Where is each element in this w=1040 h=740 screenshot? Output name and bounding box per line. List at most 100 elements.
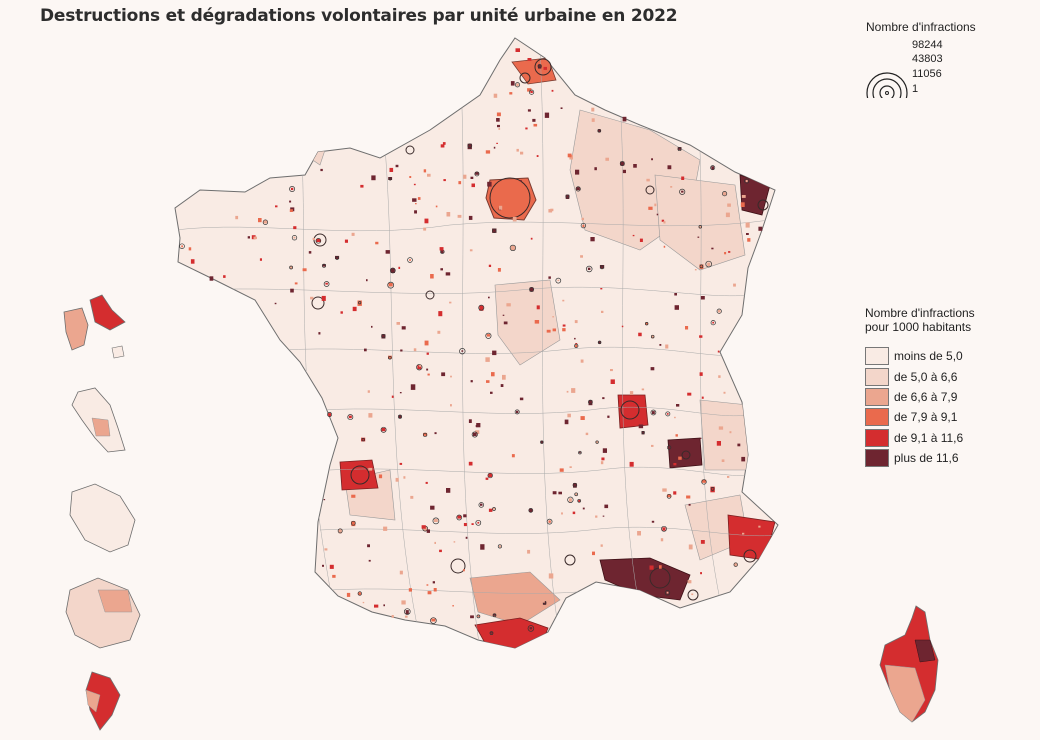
urban-unit-patch <box>445 272 451 276</box>
urban-unit-patch <box>607 415 610 418</box>
legend-label-2: de 5,0 à 6,6 <box>894 369 958 384</box>
urban-unit-patch <box>562 324 566 327</box>
urban-unit-patch <box>548 209 553 213</box>
urban-unit-patch <box>540 440 544 444</box>
urban-unit-patch <box>519 397 524 401</box>
urban-unit-patch <box>548 276 551 279</box>
urban-unit-patch <box>471 183 475 188</box>
urban-unit-patch <box>322 264 326 267</box>
infraction-circle-small <box>476 614 481 619</box>
urban-unit-patch <box>367 544 370 548</box>
infraction-circle-small <box>467 143 473 149</box>
urban-unit-patch <box>488 264 492 267</box>
infraction-circle-small <box>492 507 496 511</box>
urban-unit-patch <box>557 279 560 282</box>
legend-class-1: moins de 5,0 <box>865 346 1035 366</box>
urban-unit-patch <box>659 565 662 569</box>
urban-unit-patch <box>717 309 721 313</box>
urban-unit-patch <box>325 282 328 285</box>
urban-unit-patch <box>421 525 426 529</box>
urban-unit-patch <box>569 466 572 468</box>
legend-swatch-5 <box>865 428 889 447</box>
urban-unit-patch <box>681 176 685 180</box>
urban-unit-patch <box>582 224 585 228</box>
urban-unit-patch <box>471 523 474 525</box>
infraction-circle-small <box>404 608 411 615</box>
circle-bordeaux <box>350 465 370 485</box>
urban-unit-patch <box>699 335 703 338</box>
infraction-circle-small <box>474 171 480 177</box>
urban-unit-patch <box>434 541 436 544</box>
region-nice <box>727 514 776 561</box>
circle-grenoble <box>681 450 691 460</box>
urban-unit-patch <box>724 252 727 255</box>
urban-unit-patch <box>562 299 565 302</box>
region-grenoble <box>667 437 703 469</box>
urban-unit-patch <box>310 296 314 300</box>
france-outline <box>174 37 779 649</box>
urban-unit-patch <box>434 432 437 435</box>
region-lyon <box>617 394 649 429</box>
infraction-circle-small <box>497 544 502 549</box>
urban-unit-patch <box>546 329 551 333</box>
urban-unit-patch <box>712 321 715 324</box>
urban-unit-patch <box>396 322 400 325</box>
urban-unit-patch <box>699 372 703 376</box>
urban-unit-patch <box>688 544 693 550</box>
urban-unit-patch <box>512 216 517 222</box>
urban-unit-patch <box>566 390 569 393</box>
urban-unit-patch <box>308 251 312 254</box>
size-circle-small <box>879 85 895 98</box>
urban-unit-patch <box>637 531 641 536</box>
urban-unit-patch <box>391 615 394 618</box>
size-legend-circles <box>866 72 908 98</box>
infraction-circle-small <box>289 265 293 270</box>
urban-unit-patch <box>430 505 435 510</box>
urban-unit-patch <box>668 446 671 449</box>
urban-unit-patch <box>602 448 607 453</box>
urban-unit-patch <box>632 234 635 237</box>
urban-unit-patch <box>438 311 443 317</box>
urban-unit-patch <box>622 169 626 174</box>
urban-unit-patch <box>378 474 383 479</box>
size-label-3: 11056 <box>912 68 942 80</box>
urban-unit-patch <box>490 391 493 394</box>
urban-unit-patch <box>390 268 395 273</box>
urban-unit-patch <box>694 269 697 271</box>
urban-unit-patch <box>361 437 366 442</box>
urban-unit-patch <box>414 210 417 214</box>
urban-unit-patch <box>674 305 679 310</box>
urban-unit-patch <box>357 300 362 306</box>
urban-unit-patch <box>320 168 323 172</box>
urban-unit-patch <box>572 511 576 515</box>
urban-unit-patch <box>633 164 637 168</box>
urban-unit-patch <box>328 413 331 417</box>
urban-unit-patch <box>352 306 357 312</box>
infraction-circle-small <box>588 399 593 405</box>
urban-unit-patch <box>725 212 730 218</box>
urban-unit-patch <box>729 431 732 434</box>
urban-unit-patch <box>597 129 601 133</box>
urban-unit-patch <box>581 217 584 221</box>
infraction-circle-small <box>546 518 553 525</box>
urban-unit-patch <box>516 410 519 413</box>
infraction-circle-small <box>733 562 738 567</box>
urban-unit-patch <box>389 167 394 172</box>
urban-unit-patch <box>567 413 571 418</box>
urban-unit-patch <box>641 388 645 391</box>
urban-unit-patch <box>368 559 371 562</box>
infraction-circle-small <box>492 228 497 233</box>
urban-unit-patch <box>685 326 689 330</box>
infraction-circle-small <box>381 333 386 339</box>
urban-unit-patch <box>529 627 533 630</box>
urban-unit-patch <box>599 265 605 269</box>
urban-unit-patch <box>516 83 519 87</box>
circle-lille <box>534 58 552 76</box>
urban-unit-patch <box>527 88 532 92</box>
urban-unit-patch <box>427 373 430 376</box>
circle-roubaix <box>519 72 531 84</box>
urban-unit-patch <box>381 334 386 339</box>
urban-unit-patch <box>506 303 511 307</box>
urban-unit-patch <box>629 391 634 395</box>
